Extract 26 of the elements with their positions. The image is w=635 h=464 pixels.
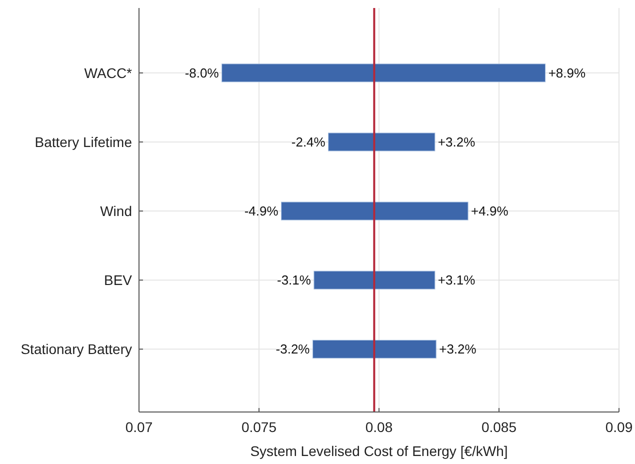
- x-tick-label: 0.075: [241, 419, 277, 435]
- x-axis-title: System Levelised Cost of Energy [€/kWh]: [250, 443, 508, 459]
- annotation: +8.9%: [548, 65, 586, 80]
- bar: [222, 64, 546, 82]
- bar: [281, 202, 468, 220]
- annotation: -2.4%: [291, 134, 326, 150]
- y-tick-label: WACC*: [84, 64, 133, 81]
- y-tick-label: BEV: [104, 272, 133, 288]
- y-tick-label: Wind: [100, 202, 132, 219]
- annotation: -3.2%: [276, 342, 310, 357]
- x-tick-label: 0.09: [605, 419, 633, 435]
- bar: [312, 340, 436, 358]
- annotation: -4.9%: [244, 204, 279, 219]
- x-tick-label: 0.07: [125, 419, 153, 435]
- annotation: +4.9%: [471, 204, 509, 219]
- x-tick-label: 0.08: [365, 419, 393, 435]
- annotation: +3.2%: [439, 342, 477, 357]
- annotation: +3.2%: [438, 134, 476, 150]
- annotation: -8.0%: [184, 65, 220, 80]
- bar: [314, 270, 436, 290]
- annotation: +3.1%: [438, 272, 476, 288]
- annotation: -3.1%: [276, 272, 312, 288]
- bar: [328, 132, 436, 152]
- y-tick-label: Stationary Battery: [20, 341, 132, 358]
- x-tick-label: 0.085: [481, 419, 517, 435]
- y-tick-label: Battery Lifetime: [34, 134, 132, 150]
